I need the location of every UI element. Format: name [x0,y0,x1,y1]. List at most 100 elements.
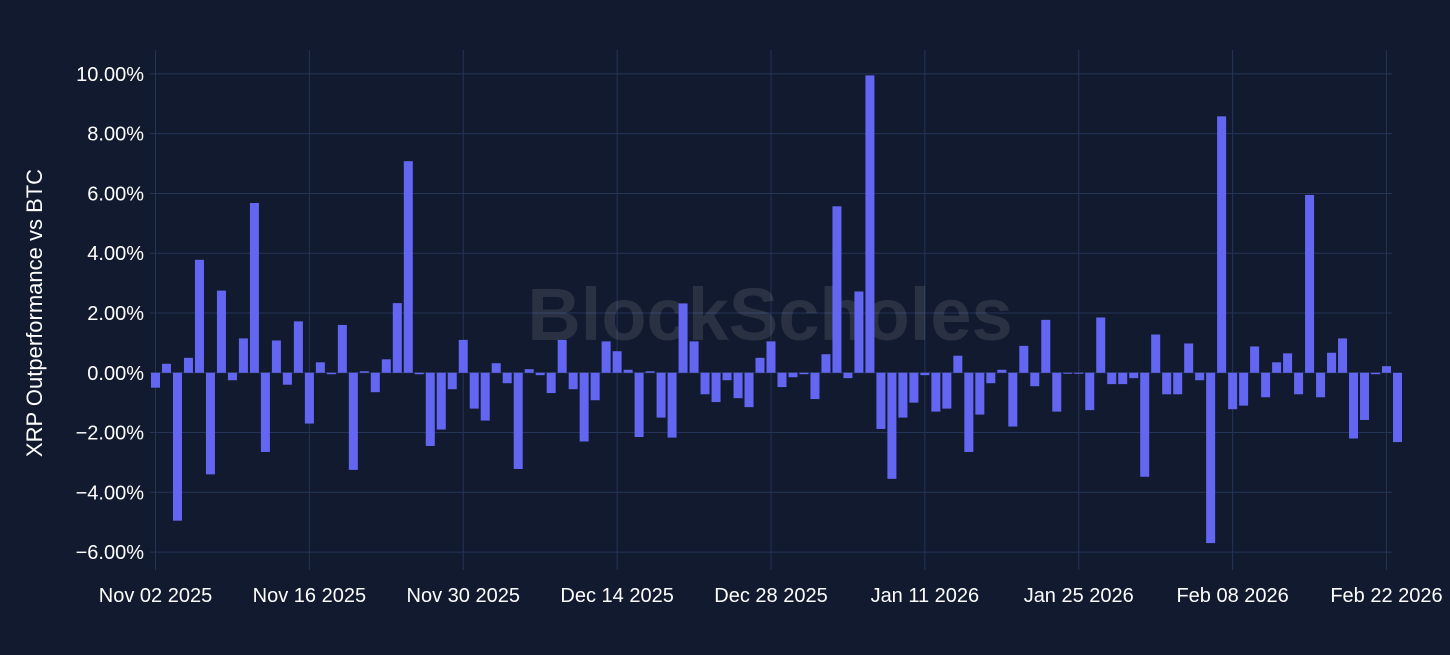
bar [975,372,985,415]
y-tick-label: 0.00% [87,363,144,385]
bar [623,369,633,373]
bar [1371,372,1381,375]
bar [436,372,446,430]
y-tick-label: 6.00% [87,183,144,205]
bar [1338,338,1348,373]
bar [1041,319,1051,373]
x-tick-labels: Nov 02 2025 Nov 16 2025 Nov 30 2025 Dec 14 … [99,585,1443,607]
bar [821,354,831,373]
bar [1250,346,1260,373]
bar [183,357,193,373]
bar [722,372,732,381]
x-tick-label: Nov 16 2025 [253,585,366,607]
bar [788,372,798,378]
bar [326,372,336,375]
bar [898,372,908,418]
y-tick-label: −4.00% [76,482,145,504]
bar [1118,372,1128,385]
bar [700,372,710,395]
bar [480,372,490,421]
bar [1392,372,1402,443]
bar [414,372,424,375]
bar [590,372,600,401]
bar [172,372,182,521]
bar [1239,372,1249,406]
bar [260,372,270,452]
bar [920,372,930,376]
bar [194,259,204,373]
bar [359,371,369,373]
bar [656,372,666,418]
bar [348,372,358,470]
bar [1195,372,1205,381]
bar [876,372,886,429]
bar [524,369,534,373]
bar [557,339,567,373]
x-tick-label: Dec 28 2025 [714,585,827,607]
y-tick-labels: 10.00% 8.00% 6.00% 4.00% 2.00% 0.00% −2.00% −4.… [76,64,145,564]
bar [887,372,897,479]
bar [535,372,545,376]
bar [502,372,512,384]
bar [843,372,853,379]
bar [216,290,226,373]
bar [1030,372,1040,387]
y-tick-label: −2.00% [76,423,145,445]
bar [513,372,523,469]
bar [799,372,809,375]
bar [1316,372,1326,398]
bar [491,363,501,373]
bar [293,321,303,373]
bar [205,372,215,475]
bar [392,303,402,373]
bar [942,372,952,409]
x-tick-label: Jan 11 2026 [871,585,980,607]
x-tick-label: Dec 14 2025 [560,585,673,607]
y-tick-label: −6.00% [76,542,145,564]
bar [546,372,556,394]
bar [1151,334,1161,373]
bar [854,291,864,373]
bar [1294,372,1304,395]
bar [271,340,281,373]
x-tick-label: Nov 02 2025 [99,585,212,607]
bar [634,372,644,438]
bar [1019,345,1029,373]
bar [1272,362,1282,373]
bar [1085,372,1095,411]
bar [238,338,248,373]
bar [1349,372,1359,439]
bar [909,372,919,403]
bar [601,341,611,373]
bar [1261,372,1271,398]
bar [1228,372,1238,410]
bar [249,203,259,373]
bars [150,75,1402,544]
bar [744,372,754,408]
x-tick-label: Nov 30 2025 [407,585,520,607]
bar [315,362,325,373]
y-tick-label: 10.00% [76,64,144,86]
y-axis-label: XRP Outperformance vs BTC [22,169,47,457]
bar [227,372,237,381]
bar [1096,317,1106,373]
bar [689,341,699,373]
bar [1140,372,1150,477]
bar [282,372,292,385]
bar [832,206,842,373]
bar [1206,372,1216,544]
bar [755,357,765,373]
bar [381,359,391,373]
bar [931,372,941,412]
bar [458,339,468,373]
bar [1360,372,1370,420]
bar [1184,343,1194,373]
bar [810,372,820,400]
bar [1063,372,1073,374]
bar [1074,372,1084,374]
bar [579,372,589,442]
bar [986,372,996,384]
bar [733,372,743,399]
